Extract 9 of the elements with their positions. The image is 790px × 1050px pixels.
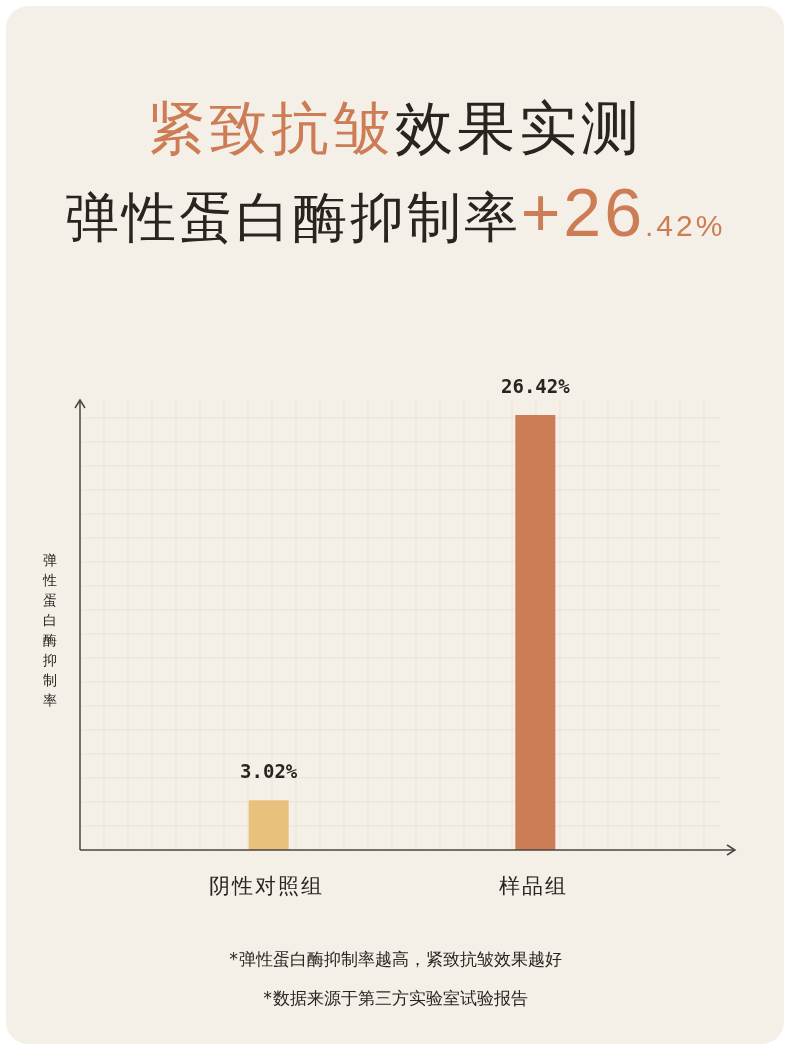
y-axis-title: 弹性蛋白酶抑制率 xyxy=(42,552,57,708)
x-tick-label: 样品组 xyxy=(498,874,568,898)
x-tick-label: 阴性对照组 xyxy=(209,874,325,898)
data-label: 26.42% xyxy=(501,375,571,397)
data-label: 3.02% xyxy=(240,760,298,783)
chart-title: 紧致抗皱效果实测 xyxy=(147,96,643,161)
text: *数据来源于第三方实验室试验报告 xyxy=(262,988,528,1008)
chart-subtitle: 弹性蛋白酶抑制率+26.42% xyxy=(64,174,726,250)
text: *弹性蛋白酶抑制率越高，紧致抗皱效果越好 xyxy=(228,949,562,969)
